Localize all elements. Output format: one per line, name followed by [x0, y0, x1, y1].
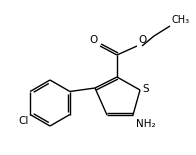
- Text: O: O: [90, 35, 98, 45]
- Text: NH₂: NH₂: [136, 119, 156, 129]
- Text: O: O: [138, 35, 146, 45]
- Text: Cl: Cl: [19, 117, 29, 126]
- Text: CH₃: CH₃: [172, 15, 190, 25]
- Text: S: S: [142, 84, 149, 94]
